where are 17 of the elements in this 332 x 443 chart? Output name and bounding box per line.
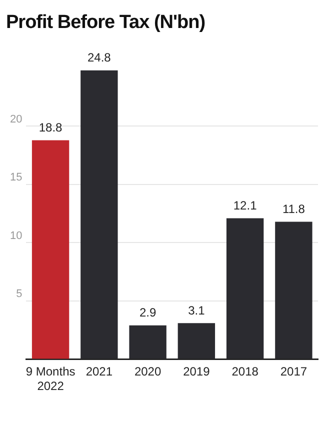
chart-title: Profit Before Tax (N'bn) xyxy=(5,11,206,34)
data-label: 12.1 xyxy=(233,198,258,213)
y-tick-label: 20 xyxy=(10,113,22,126)
y-tick-label: 5 xyxy=(16,288,22,300)
x-tick-label: 9 Months 2022 xyxy=(26,364,76,394)
data-label: 18.8 xyxy=(38,120,63,135)
x-tick-label: 2019 xyxy=(183,364,210,379)
y-tick-label: 15 xyxy=(10,172,22,184)
data-label: 11.8 xyxy=(282,202,306,216)
x-tick-label: 2018 xyxy=(232,364,259,379)
y-tick-label: 10 xyxy=(10,230,22,242)
x-tick-label: 2020 xyxy=(134,364,162,379)
x-tick-label: 2017 xyxy=(280,364,308,379)
data-label: 3.1 xyxy=(188,303,206,318)
x-tick-label: 2021 xyxy=(86,364,113,379)
data-label: 24.8 xyxy=(87,50,112,65)
data-label: 2.9 xyxy=(139,306,156,320)
